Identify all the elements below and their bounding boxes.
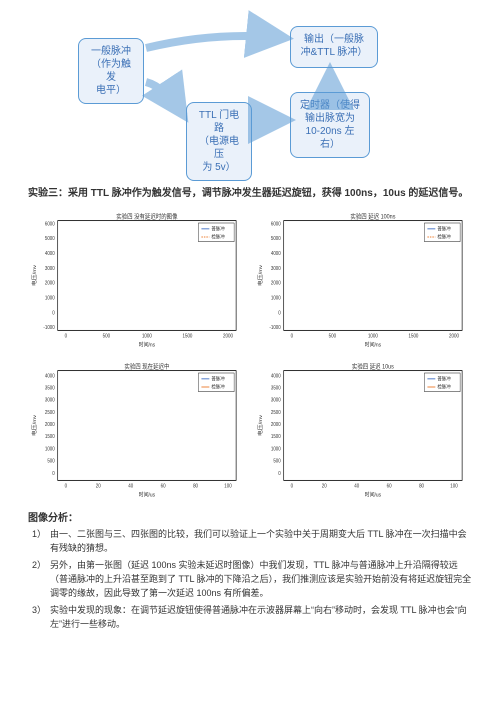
svg-text:4000: 4000 — [271, 373, 281, 379]
chart-panel-2: 0204060801000500100015002000250030003500… — [28, 359, 246, 499]
svg-text:6000: 6000 — [271, 221, 281, 227]
analysis-item-text: 由一、二张图与三、四张图的比较，我们可以验证上一个实验中关于周期变大后 TTL … — [50, 528, 472, 556]
svg-text:80: 80 — [419, 483, 424, 489]
svg-text:-1000: -1000 — [43, 325, 55, 331]
svg-text:0: 0 — [278, 310, 281, 316]
svg-text:40: 40 — [128, 483, 133, 489]
svg-text:3000: 3000 — [45, 266, 55, 272]
svg-text:0: 0 — [278, 470, 281, 476]
svg-text:4000: 4000 — [271, 251, 281, 257]
svg-text:1500: 1500 — [271, 434, 281, 440]
svg-text:1000: 1000 — [368, 333, 378, 339]
chart-panel-0: 0 500 1000 1500 2000 -1000 0 1000 2000 3000 4000 50… — [28, 209, 246, 349]
svg-text:2000: 2000 — [45, 422, 55, 428]
analysis-item-2: 3） 实验中发现的现象：在调节延迟旋钮使得普通脉冲在示波器屏幕上“向右”移动时，… — [32, 604, 472, 632]
analysis-item-num: 2） — [32, 559, 50, 601]
analysis-item-num: 3） — [32, 604, 50, 632]
svg-text:0: 0 — [291, 483, 294, 489]
svg-text:1000: 1000 — [271, 446, 281, 452]
svg-text:4000: 4000 — [45, 251, 55, 257]
svg-text:实验四 没有延迟时的图像: 实验四 没有延迟时的图像 — [116, 212, 177, 221]
analysis-item-1: 2） 另外，由第一张图（延迟 100ns 实验未延迟时图像）中我们发现，TTL … — [32, 559, 472, 601]
svg-text:2000: 2000 — [271, 280, 281, 286]
svg-text:实验四 延迟 100ns: 实验四 延迟 100ns — [350, 212, 395, 221]
svg-text:1000: 1000 — [45, 295, 55, 301]
svg-text:6000: 6000 — [45, 221, 55, 227]
svg-text:实验四 延迟 10us: 实验四 延迟 10us — [352, 362, 394, 371]
svg-text:500: 500 — [47, 458, 55, 464]
svg-text:1000: 1000 — [271, 295, 281, 301]
svg-text:80: 80 — [193, 483, 198, 489]
svg-text:20: 20 — [96, 483, 101, 489]
svg-text:电压/mv: 电压/mv — [256, 265, 263, 286]
svg-text:0: 0 — [65, 483, 68, 489]
svg-text:500: 500 — [273, 458, 281, 464]
svg-text:500: 500 — [329, 333, 337, 339]
analysis-heading: 图像分析： — [28, 509, 472, 524]
flowchart: 一般脉冲 （作为触发 电平）TTL 门电路 （电源电压 为 5v）定时器（使得 … — [28, 20, 472, 180]
svg-text:2500: 2500 — [271, 410, 281, 416]
analysis-item-0: 1） 由一、二张图与三、四张图的比较，我们可以验证上一个实验中关于周期变大后 T… — [32, 528, 472, 556]
svg-text:2000: 2000 — [271, 422, 281, 428]
experiment3-heading: 实验三：采用 TTL 脉冲作为触发信号，调节脉冲发生器延迟旋钮，获得 100ns… — [28, 186, 472, 201]
svg-text:100: 100 — [450, 483, 458, 489]
svg-text:3000: 3000 — [271, 397, 281, 403]
svg-text:1000: 1000 — [142, 333, 152, 339]
svg-text:3000: 3000 — [271, 266, 281, 272]
svg-text:0: 0 — [52, 310, 55, 316]
analysis-item-text: 另外，由第一张图（延迟 100ns 实验未延迟时图像）中我们发现，TTL 脉冲与… — [50, 559, 472, 601]
svg-text:电压/mv: 电压/mv — [256, 415, 263, 436]
svg-text:实验四 现在延迟中: 实验四 现在延迟中 — [124, 362, 169, 371]
svg-text:时间/ns: 时间/ns — [139, 340, 156, 349]
flow-arrows — [28, 20, 472, 180]
svg-text:1000: 1000 — [45, 446, 55, 452]
svg-text:时间/ns: 时间/ns — [365, 340, 382, 349]
svg-text:2500: 2500 — [45, 410, 55, 416]
svg-text:电压/mv: 电压/mv — [30, 415, 37, 436]
svg-text:2000: 2000 — [449, 333, 459, 339]
svg-text:20: 20 — [322, 483, 327, 489]
svg-text:5000: 5000 — [45, 236, 55, 242]
chart-panel-1: 0 500 1000 1500 2000 -1000 0 1000 2000 3000 4000 50… — [254, 209, 472, 349]
chart-panel-3: 0204060801000500100015002000250030003500… — [254, 359, 472, 499]
svg-text:0: 0 — [291, 333, 294, 339]
svg-text:100: 100 — [224, 483, 232, 489]
svg-text:60: 60 — [387, 483, 392, 489]
svg-text:500: 500 — [103, 333, 111, 339]
svg-text:时间/us: 时间/us — [139, 490, 156, 499]
analysis-item-num: 1） — [32, 528, 50, 556]
svg-text:3000: 3000 — [45, 397, 55, 403]
svg-text:时间/us: 时间/us — [365, 490, 382, 499]
analysis-item-text: 实验中发现的现象：在调节延迟旋钮使得普通脉冲在示波器屏幕上“向右”移动时，会发现… — [50, 604, 472, 632]
svg-text:电压/mv: 电压/mv — [30, 265, 37, 286]
charts-grid: 0500100015002000-10000100020003000400050… — [28, 209, 472, 499]
svg-text:-1000: -1000 — [269, 325, 281, 331]
svg-text:0: 0 — [52, 470, 55, 476]
svg-text:1500: 1500 — [182, 333, 192, 339]
svg-text:5000: 5000 — [271, 236, 281, 242]
svg-text:3500: 3500 — [45, 385, 55, 391]
svg-text:60: 60 — [161, 483, 166, 489]
svg-text:4000: 4000 — [45, 373, 55, 379]
svg-text:0: 0 — [65, 333, 68, 339]
svg-text:2000: 2000 — [45, 280, 55, 286]
svg-text:40: 40 — [354, 483, 359, 489]
svg-text:1500: 1500 — [45, 434, 55, 440]
svg-text:2000: 2000 — [223, 333, 233, 339]
svg-text:1500: 1500 — [408, 333, 418, 339]
svg-text:3500: 3500 — [271, 385, 281, 391]
analysis-list: 1） 由一、二张图与三、四张图的比较，我们可以验证上一个实验中关于周期变大后 T… — [28, 528, 472, 632]
